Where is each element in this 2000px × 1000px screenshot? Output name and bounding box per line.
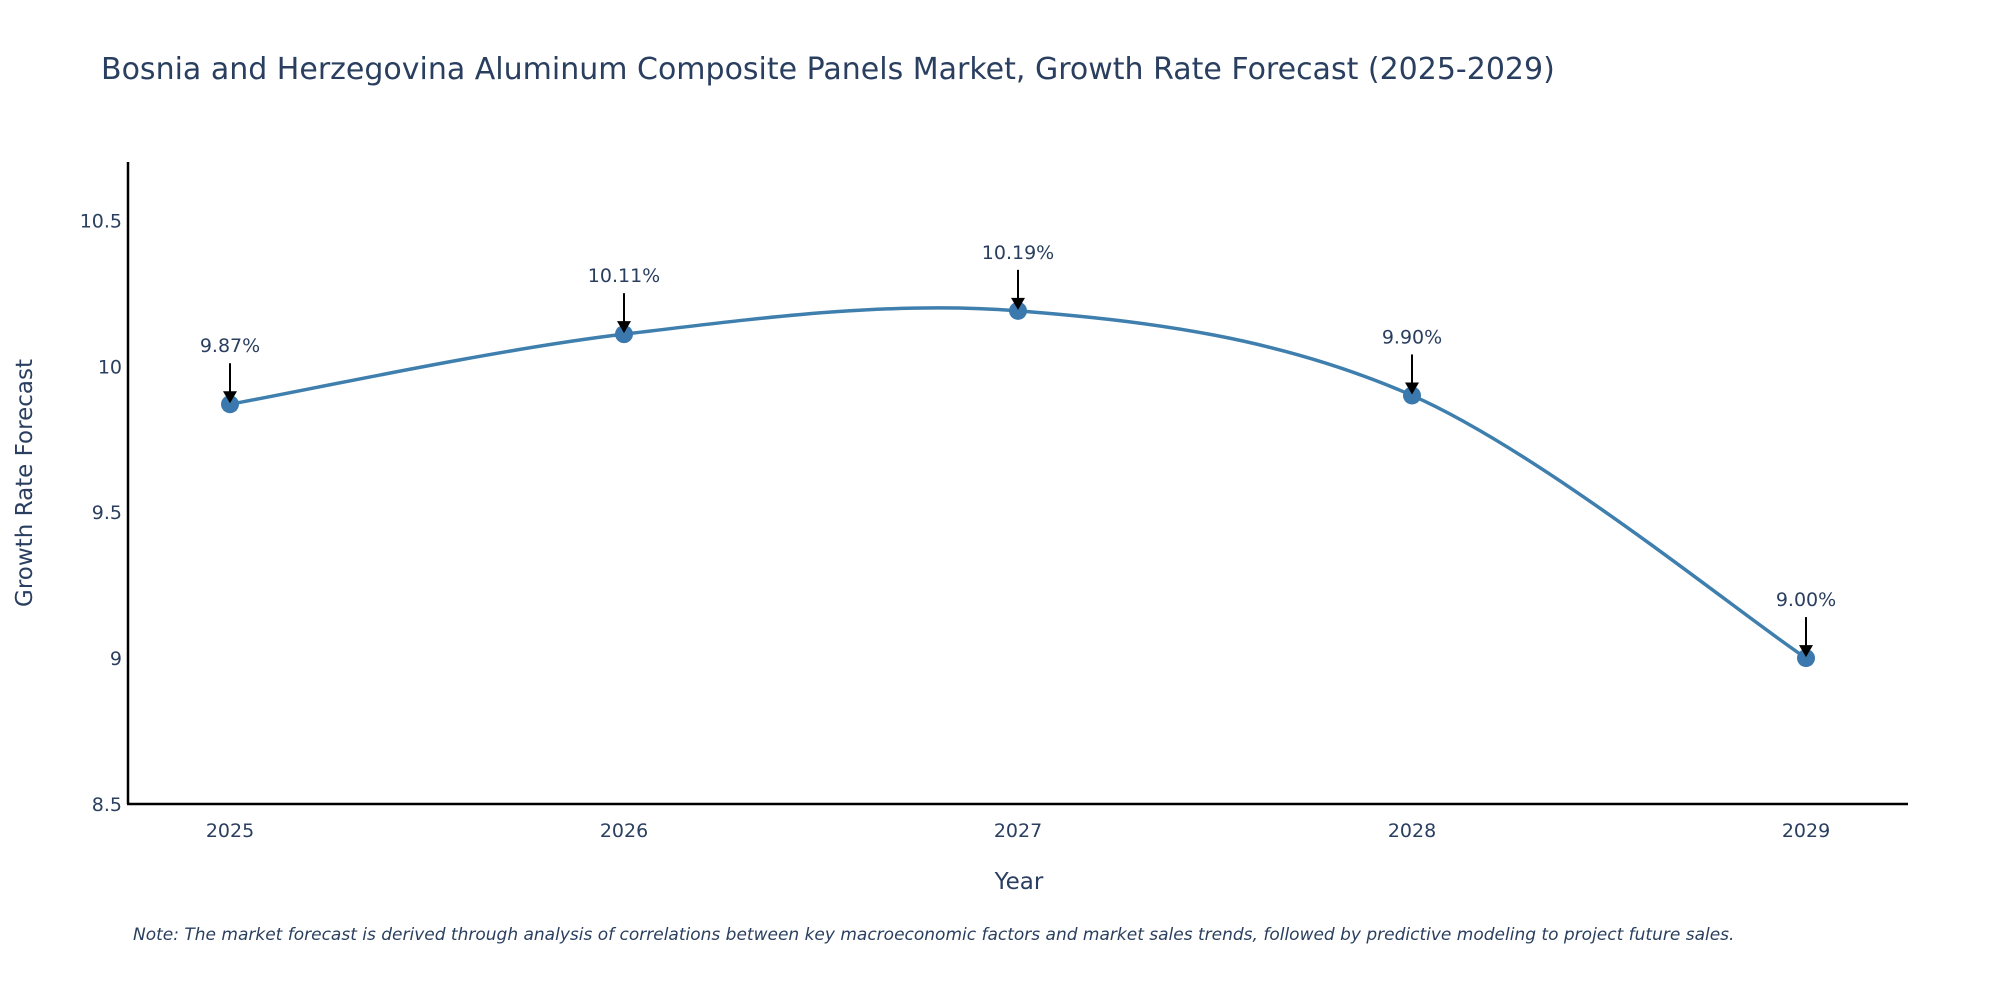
y-axis-title: Growth Rate Forecast — [12, 359, 38, 607]
data-label: 10.11% — [588, 265, 660, 287]
data-annotation: 10.11% — [588, 265, 660, 334]
annotation-arrow-head — [1405, 382, 1419, 395]
annotation-arrow-head — [1011, 297, 1025, 310]
data-markers — [221, 301, 1815, 668]
y-tick-label: 8.5 — [92, 794, 122, 816]
footnote: Note: The market forecast is derived thr… — [133, 925, 1734, 945]
y-tick-label: 10.5 — [80, 210, 122, 232]
data-point-marker — [1797, 649, 1815, 668]
x-tick-label: 2025 — [206, 820, 254, 842]
annotation-arrow-head — [1799, 645, 1813, 658]
data-point-marker — [1009, 301, 1027, 320]
data-point-marker — [615, 325, 633, 344]
data-annotation: 9.90% — [1382, 326, 1442, 395]
x-axis-ticks: 2025 2026 2027 2028 2029 — [206, 820, 1830, 842]
data-annotation: 9.00% — [1776, 589, 1836, 658]
y-tick-label: 9.5 — [92, 502, 122, 524]
chart-title: Bosnia and Herzegovina Aluminum Composit… — [101, 52, 1555, 87]
data-annotations: 9.87% 10.11% 10.19% 9.90% 9.00% — [200, 242, 1836, 658]
x-tick-label: 2028 — [1388, 820, 1436, 842]
series-line — [229, 306, 1807, 660]
x-tick-label: 2027 — [994, 820, 1042, 842]
data-annotation: 10.19% — [982, 242, 1054, 310]
x-tick-label: 2029 — [1782, 820, 1830, 842]
y-axis-ticks: 8.5 9 9.5 10 10.5 — [80, 210, 122, 816]
x-axis-title: Year — [994, 869, 1044, 895]
data-annotation: 9.87% — [200, 335, 260, 404]
data-label: 10.19% — [982, 242, 1054, 264]
annotation-arrow-head — [223, 391, 237, 404]
data-point-marker — [1403, 386, 1421, 405]
x-tick-label: 2026 — [600, 820, 648, 842]
annotation-arrow-head — [617, 321, 631, 334]
data-label: 9.90% — [1382, 326, 1442, 348]
data-label: 9.00% — [1776, 589, 1836, 611]
data-point-marker — [221, 395, 239, 414]
y-tick-label: 9 — [110, 648, 122, 670]
y-tick-label: 10 — [98, 356, 122, 378]
data-label: 9.87% — [200, 335, 260, 357]
